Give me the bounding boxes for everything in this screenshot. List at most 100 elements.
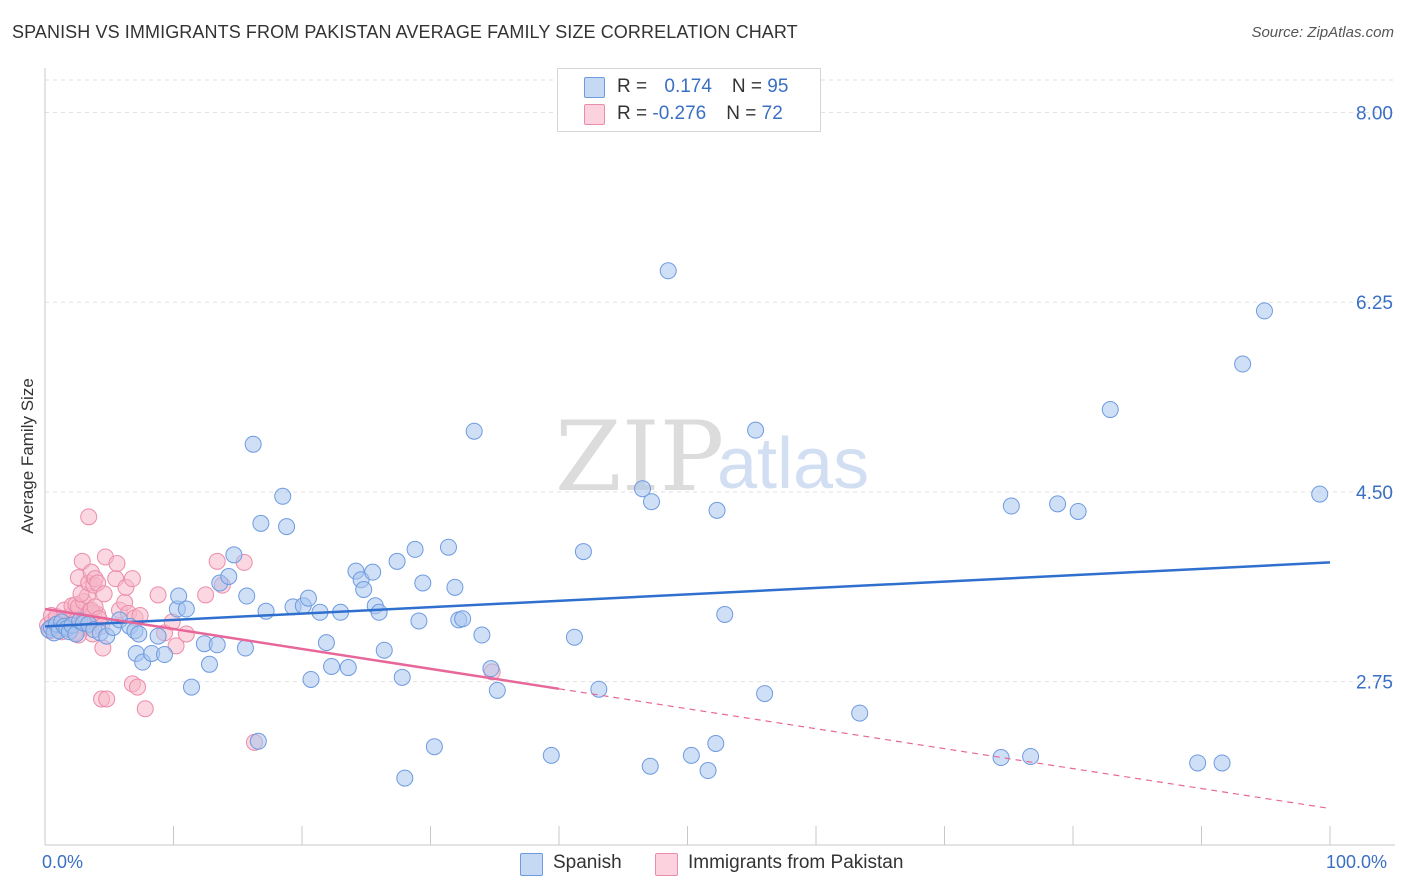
spanish-point: [278, 518, 296, 536]
spanish-point: [641, 757, 659, 775]
spanish-point: [236, 639, 254, 657]
legend-swatch-spanish: [520, 853, 543, 876]
spanish-point: [1234, 355, 1252, 373]
spanish-point: [439, 538, 457, 556]
spanish-point: [339, 659, 357, 677]
spanish-point: [1213, 754, 1231, 772]
y-tick-label: 6.25: [1356, 293, 1393, 314]
spanish-point: [274, 487, 292, 505]
spanish-point: [590, 680, 608, 698]
legend-label-spanish: Spanish: [553, 852, 622, 873]
spanish-point: [1049, 495, 1067, 513]
spanish-point: [1002, 497, 1020, 515]
spanish-point: [299, 589, 317, 607]
spanish-point: [565, 628, 583, 646]
y-tick-label: 2.75: [1356, 673, 1393, 694]
spanish-point: [393, 668, 411, 686]
spanish-point: [634, 480, 652, 498]
pakistan-point: [136, 700, 154, 718]
spanish-point: [149, 627, 167, 645]
spanish-point: [574, 543, 592, 561]
y-tick-label: 4.50: [1356, 483, 1393, 504]
spanish-point: [465, 422, 483, 440]
legend-r-label: R =: [617, 76, 653, 97]
correlation-legend: R = 0.174 N = 95 R = -0.276 N = 72: [557, 68, 821, 132]
spanish-point: [488, 681, 506, 699]
spanish-point: [406, 540, 424, 558]
spanish-point: [1101, 401, 1119, 419]
spanish-point: [388, 552, 406, 570]
spanish-point: [1255, 302, 1273, 320]
spanish-point: [446, 578, 464, 596]
spanish-point: [542, 746, 560, 764]
legend-r-value: 0.174: [664, 76, 712, 97]
pakistan-point: [177, 625, 195, 643]
spanish-point: [238, 587, 256, 605]
spanish-point: [225, 546, 243, 564]
spanish-point: [992, 749, 1010, 767]
spanish-point: [396, 769, 414, 787]
pakistan-point: [80, 508, 98, 526]
y-axis-label: Average Family Size: [18, 378, 37, 534]
spanish-point: [170, 587, 188, 605]
spanish-point: [208, 636, 226, 654]
spanish-point: [643, 493, 661, 511]
spanish-point: [473, 626, 491, 644]
spanish-point: [414, 574, 432, 592]
spanish-point: [375, 641, 393, 659]
legend-r-value: -0.276: [652, 103, 707, 124]
axes: [44, 68, 1395, 846]
trend-lines: [44, 561, 1331, 810]
spanish-point: [707, 734, 725, 752]
spanish-point: [364, 563, 382, 581]
pakistan-point: [129, 678, 147, 696]
spanish-point: [708, 501, 726, 519]
spanish-point: [182, 678, 200, 696]
spanish-point: [252, 514, 270, 532]
spanish-point: [756, 685, 774, 703]
spanish-point: [425, 738, 443, 756]
legend-swatch-pakistan: [584, 104, 605, 125]
spanish-point: [1311, 485, 1329, 503]
spanish-point: [220, 567, 238, 585]
legend-n-label: N =: [726, 103, 762, 124]
pakistan-point: [108, 554, 126, 572]
x-tick-label-min: 0.0%: [42, 852, 84, 872]
spanish-point: [1189, 754, 1207, 772]
spanish-point: [323, 657, 341, 675]
pakistan-trend-line-extension: [558, 688, 1331, 810]
legend-n-value: 72: [761, 103, 783, 124]
spanish-point: [156, 646, 174, 664]
pakistan-trend-line: [44, 607, 560, 691]
spanish-point: [249, 732, 267, 750]
pakistan-point: [167, 637, 185, 655]
spanish-point: [177, 600, 195, 618]
spanish-point: [410, 612, 428, 630]
spanish-point: [370, 603, 388, 621]
pakistan-point: [149, 586, 167, 604]
spanish-point: [1022, 747, 1040, 765]
spanish-point: [302, 670, 320, 688]
pakistan-point: [98, 690, 116, 708]
source-label: Source: ZipAtlas.com: [1251, 24, 1394, 41]
spanish-points: [40, 262, 1329, 787]
legend-swatch-spanish: [584, 77, 605, 98]
chart-title: SPANISH VS IMMIGRANTS FROM PAKISTAN AVER…: [12, 22, 798, 42]
legend-n-value: 95: [767, 76, 789, 97]
spanish-point: [355, 581, 373, 599]
legend-swatch-pakistan: [655, 853, 678, 876]
y-tick-labels: 2.75 4.50 6.25 8.00: [1356, 104, 1393, 694]
pakistan-point: [208, 552, 226, 570]
watermark-atlas: atlas: [717, 424, 869, 504]
legend-n-label: N =: [731, 76, 768, 97]
pakistan-point: [95, 585, 113, 603]
spanish-point: [851, 704, 869, 722]
spanish-point: [716, 605, 734, 623]
legend-label-pakistan: Immigrants from Pakistan: [688, 852, 904, 873]
spanish-point: [1069, 502, 1087, 520]
spanish-point: [682, 746, 700, 764]
spanish-point: [244, 435, 262, 453]
spanish-point: [747, 421, 765, 439]
